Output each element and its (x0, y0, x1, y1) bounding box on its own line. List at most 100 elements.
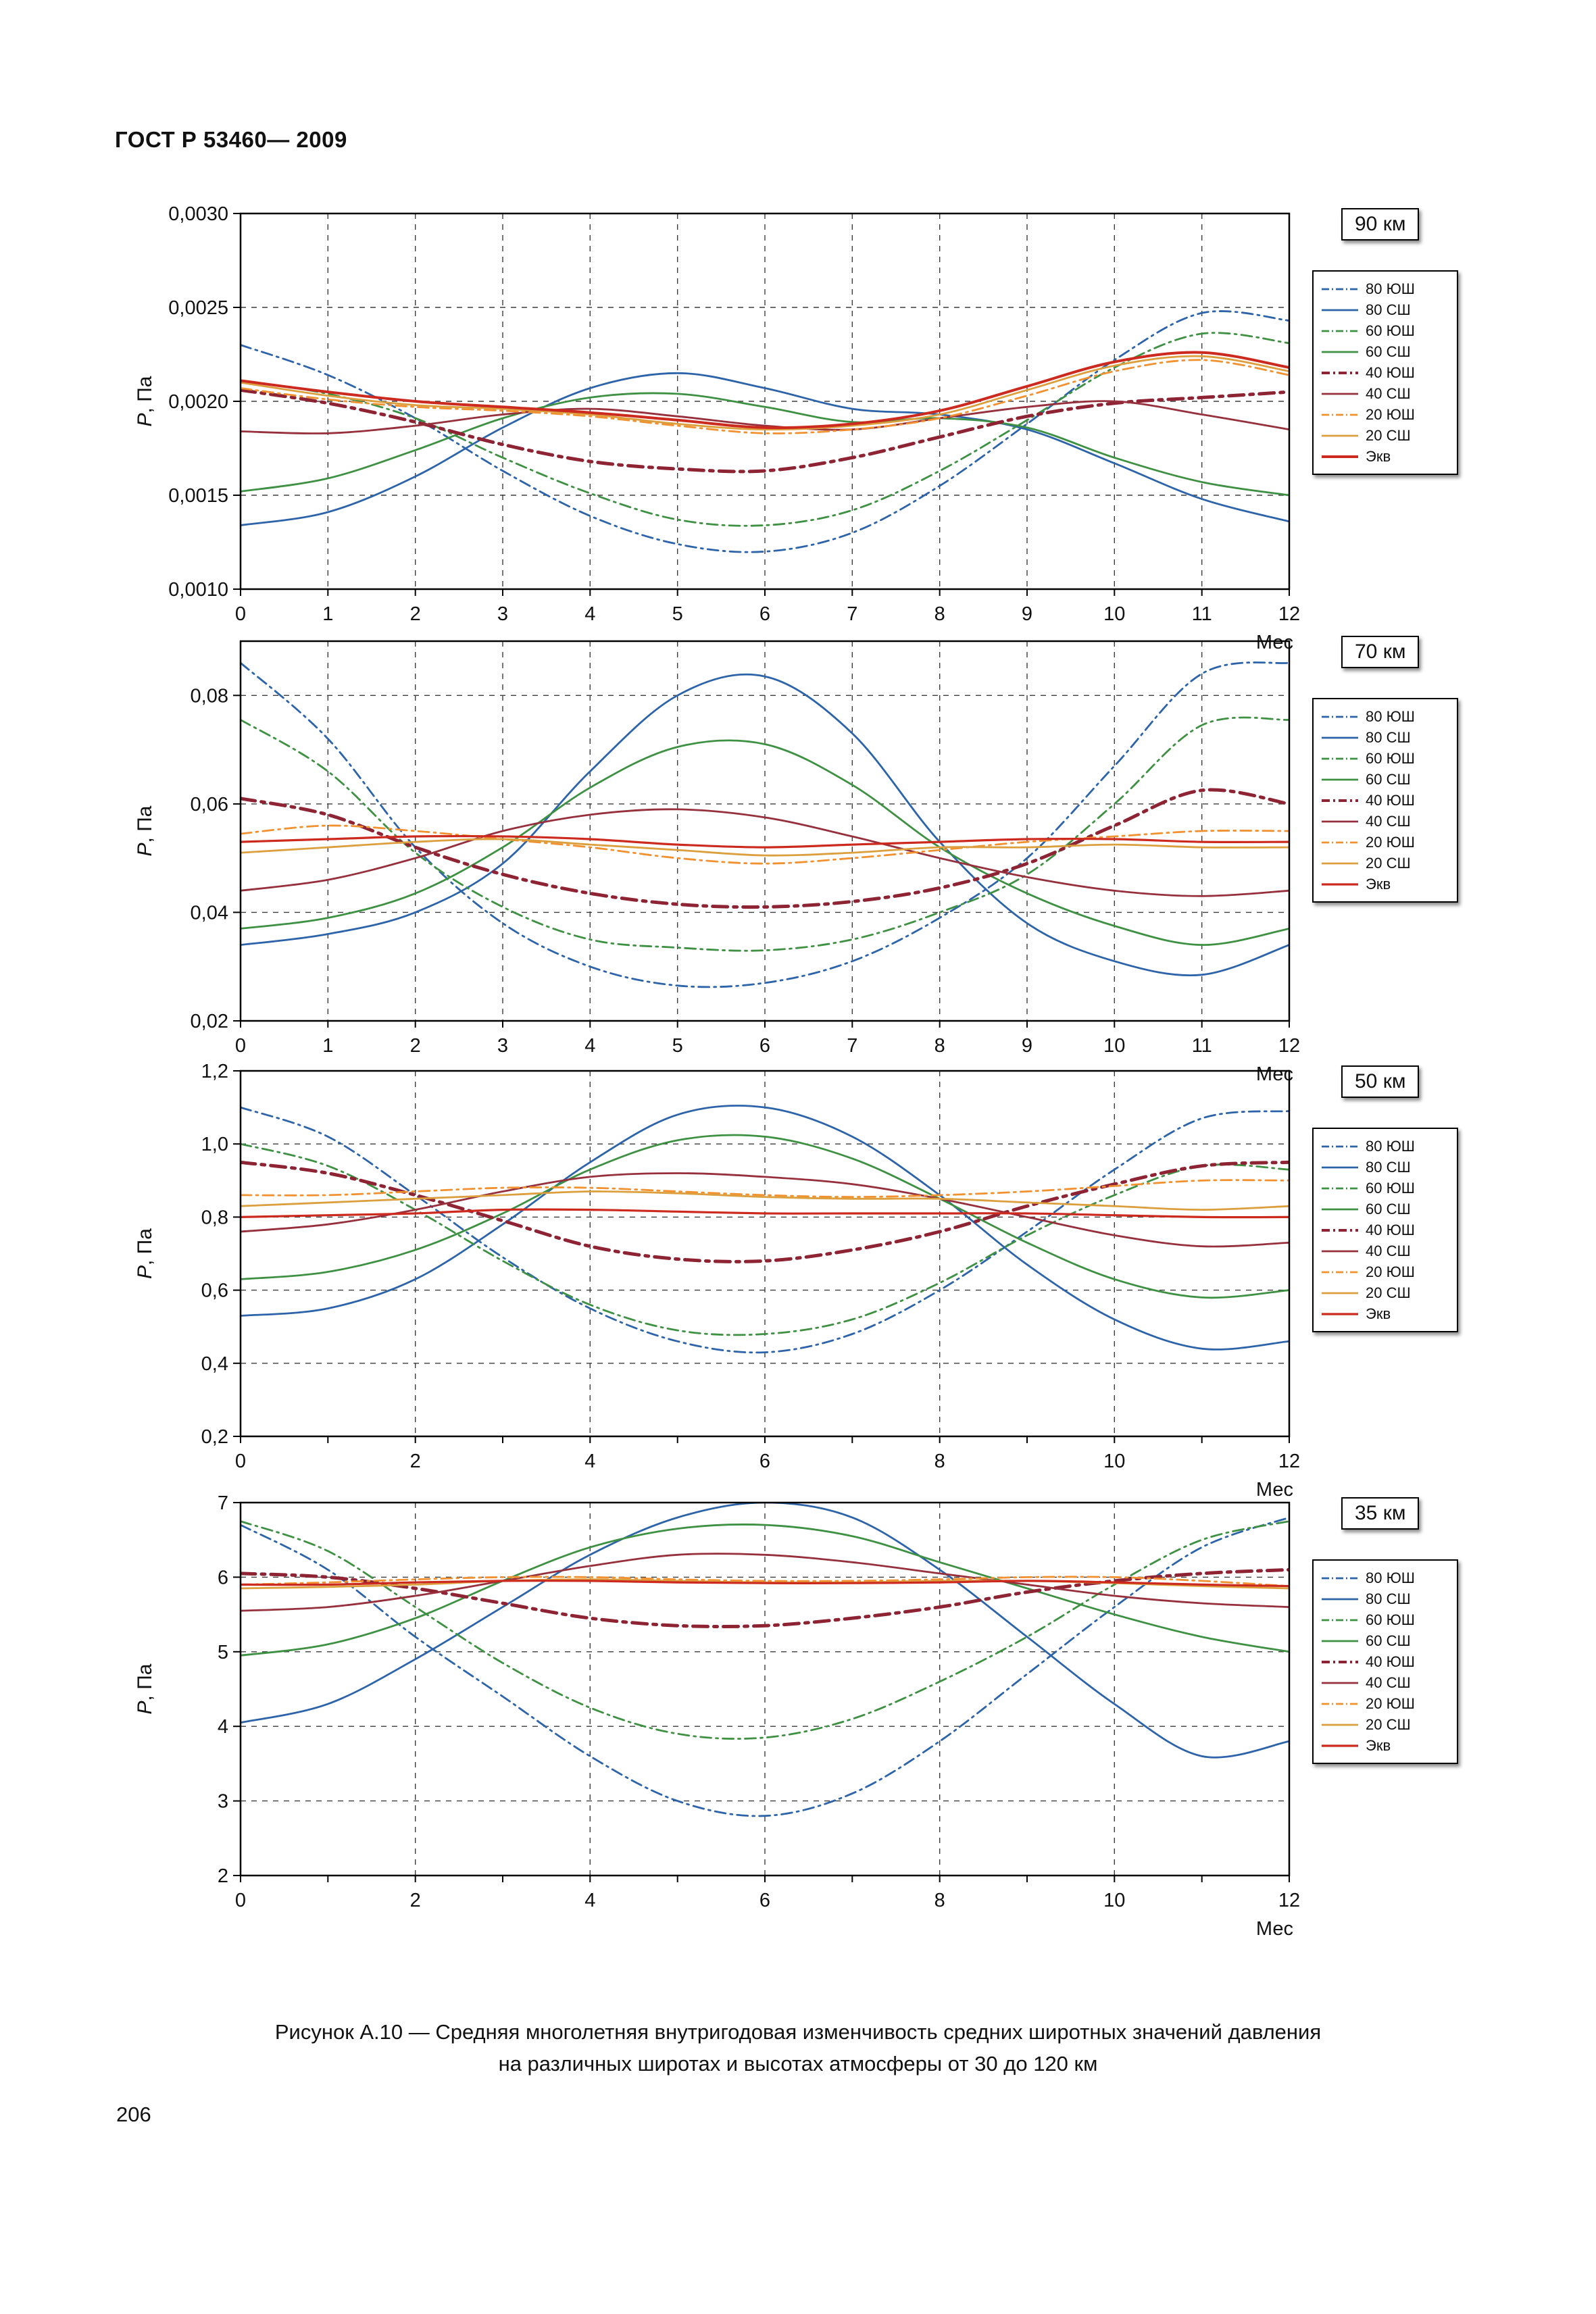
legend-label: 80 ЮШ (1366, 280, 1415, 297)
legend-item: 40 СШ (1320, 1240, 1450, 1261)
page-number: 206 (116, 2103, 151, 2126)
x-tick-label: 12 (1278, 603, 1300, 625)
x-tick-label: 2 (410, 1890, 421, 1911)
x-axis-label: Мес (1256, 1063, 1293, 1085)
legend-label: 60 СШ (1366, 1632, 1411, 1649)
legend-box: 80 ЮШ 80 СШ 60 ЮШ 60 СШ 40 ЮШ 40 СШ 20 ЮШ 20 СШ… (1312, 270, 1458, 475)
figure-caption-line2: на различных широтах и высотах атмосферы… (498, 2051, 1098, 2076)
y-tick-label: 0,04 (191, 902, 228, 924)
x-tick-label: 10 (1103, 1890, 1125, 1911)
legend-label: 60 ЮШ (1366, 1179, 1415, 1197)
x-tick-label: 10 (1103, 1035, 1125, 1057)
legend-line-sample (1322, 1292, 1358, 1294)
legend-item: 60 ЮШ (1320, 748, 1450, 769)
legend-line-sample (1322, 1598, 1358, 1600)
legend-item: 80 СШ (1320, 1157, 1450, 1178)
legend-item: 20 СШ (1320, 1282, 1450, 1303)
x-tick-label: 10 (1103, 1451, 1125, 1472)
legend-line-sample (1322, 1208, 1358, 1210)
legend-box: 80 ЮШ 80 СШ 60 ЮШ 60 СШ 40 ЮШ 40 СШ 20 ЮШ 20 СШ… (1312, 1128, 1458, 1332)
legend-line-sample (1322, 309, 1358, 311)
chart-plot: 1,2 1,0 0,8 0,6 0,4 0,2 0 2 4 6 8 10 12 Мес P, Па (134, 1061, 1300, 1501)
legend-item: 80 СШ (1320, 299, 1450, 320)
legend-label: 20 ЮШ (1366, 833, 1415, 851)
legend-line-sample (1322, 1682, 1358, 1684)
x-tick-label: 3 (497, 1035, 508, 1057)
legend-line-sample (1322, 1640, 1358, 1642)
legend-line-sample (1322, 1660, 1358, 1663)
legend-item: 20 СШ (1320, 425, 1450, 446)
legend-item: 20 ЮШ (1320, 1261, 1450, 1282)
legend-item: 80 ЮШ (1320, 1567, 1450, 1588)
legend-item: 40 ЮШ (1320, 790, 1450, 811)
legend-line-sample (1322, 1744, 1358, 1747)
y-tick-label: 5 (218, 1642, 228, 1663)
x-tick-label: 2 (410, 1035, 421, 1057)
y-tick-label: 7 (218, 1492, 228, 1514)
legend-label: 80 СШ (1366, 1590, 1411, 1607)
y-tick-label: 0,0010 (168, 579, 228, 601)
legend-item: Экв (1320, 1303, 1450, 1324)
chart-70-км: 0,08 0,06 0,04 0,02 0 1 2 3 4 5 6 7 8 9 10 11 12 Мес P, Па… (99, 621, 1558, 1095)
legend-label: 60 СШ (1366, 770, 1411, 788)
x-tick-label: 12 (1278, 1035, 1300, 1057)
legend-line-sample (1322, 715, 1358, 718)
x-tick-label: 6 (759, 1035, 770, 1057)
document-header: ГОСТ Р 53460— 2009 (115, 127, 347, 152)
legend-item: 60 СШ (1320, 1199, 1450, 1219)
chart-series-line (241, 392, 1289, 497)
legend-item: 60 ЮШ (1320, 1609, 1450, 1630)
legend-label: 20 СШ (1366, 1284, 1411, 1301)
legend-label: 60 ЮШ (1366, 1611, 1415, 1628)
chart-series-line (241, 388, 1289, 474)
x-tick-label: 8 (934, 1890, 945, 1911)
chart-series-line (241, 332, 1289, 527)
legend-line-sample (1322, 330, 1358, 332)
chart-series-line (241, 1179, 1289, 1199)
y-tick-label: 1,2 (201, 1061, 228, 1082)
x-tick-label: 0 (235, 1035, 246, 1057)
legend-line-sample (1322, 778, 1358, 780)
y-tick-label: 0,02 (191, 1011, 228, 1032)
chart-series-line (241, 808, 1289, 897)
y-axis-label: P, Па (134, 1663, 156, 1714)
altitude-badge: 35 км (1341, 1497, 1420, 1530)
chart-series-line (241, 834, 1289, 849)
legend-label: 20 ЮШ (1366, 1263, 1415, 1280)
legend-line-sample (1322, 1724, 1358, 1726)
legend-line-sample (1322, 1312, 1358, 1315)
x-tick-label: 0 (235, 1890, 246, 1911)
y-tick-label: 2 (218, 1865, 228, 1887)
y-tick-label: 0,2 (201, 1426, 228, 1448)
x-axis-label: Мес (1256, 632, 1293, 653)
legend-label: 80 СШ (1366, 301, 1411, 318)
legend-label: 60 ЮШ (1366, 749, 1415, 767)
x-tick-label: 8 (934, 1035, 945, 1057)
legend-box: 80 ЮШ 80 СШ 60 ЮШ 60 СШ 40 ЮШ 40 СШ 20 ЮШ 20 СШ… (1312, 698, 1458, 903)
x-axis-label: Мес (1256, 1479, 1293, 1501)
legend-label: 80 ЮШ (1366, 1569, 1415, 1586)
legend-label: 40 СШ (1366, 384, 1411, 402)
legend-item: Экв (1320, 1735, 1450, 1756)
chart-series-line (241, 1553, 1289, 1612)
legend-label: 20 СШ (1366, 1715, 1411, 1733)
legend-item: 60 СШ (1320, 769, 1450, 790)
legend-item: 60 ЮШ (1320, 1178, 1450, 1199)
legend-line-sample (1322, 1187, 1358, 1189)
chart-series-line (241, 351, 1289, 430)
legend-item: Экв (1320, 874, 1450, 895)
figure-caption: Рисунок А.10 — Средняя многолетняя внутр… (0, 2017, 1596, 2080)
legend-line-sample (1322, 434, 1358, 436)
altitude-badge: 70 км (1341, 636, 1420, 668)
legend-line-sample (1322, 1228, 1358, 1232)
legend-line-sample (1322, 288, 1358, 290)
legend-item: 20 СШ (1320, 853, 1450, 874)
x-tick-label: 4 (584, 1451, 595, 1472)
chart-series-line (241, 838, 1289, 857)
x-tick-label: 4 (584, 1890, 595, 1911)
y-tick-label: 3 (218, 1791, 228, 1813)
legend-label: Экв (1366, 875, 1391, 892)
legend-box: 80 ЮШ 80 СШ 60 ЮШ 60 СШ 40 ЮШ 40 СШ 20 ЮШ 20 СШ… (1312, 1559, 1458, 1764)
